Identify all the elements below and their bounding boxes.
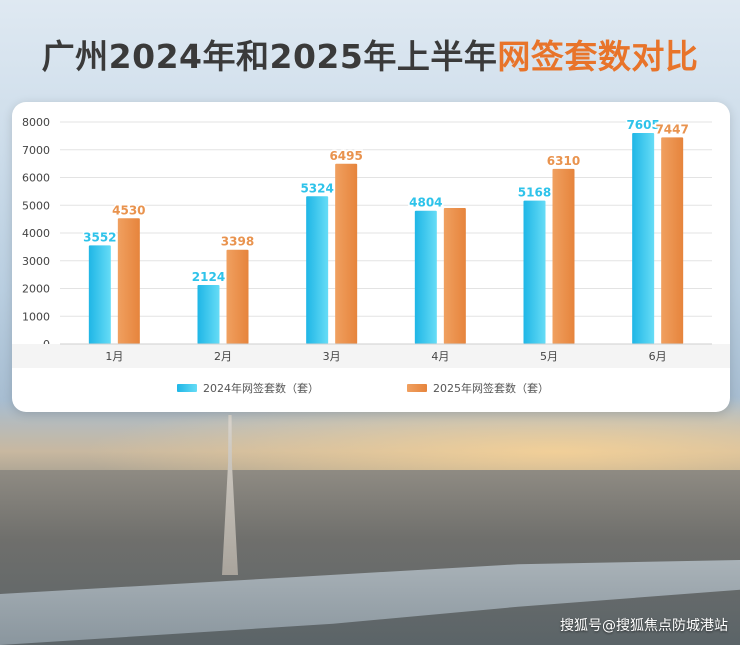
bar-2025 — [226, 249, 249, 344]
x-tick-label: 3月 — [323, 350, 341, 363]
x-tick-label: 2月 — [214, 350, 232, 363]
bar-2024 — [197, 285, 220, 344]
x-tick-label: 6月 — [649, 350, 667, 363]
data-label: 7605 — [626, 118, 659, 132]
y-tick-label: 7000 — [22, 144, 50, 157]
y-tick-label: 5000 — [22, 199, 50, 212]
data-label: 2124 — [192, 270, 225, 284]
legend-label-2025: 2025年网签套数（套） — [433, 381, 549, 395]
legend-label-2024: 2024年网签套数（套） — [203, 381, 319, 395]
y-tick-label: 2000 — [22, 283, 50, 296]
bar-2025 — [335, 163, 358, 344]
title-highlight: 网签套数对比 — [497, 37, 699, 76]
bar-2024 — [306, 196, 329, 344]
legend-swatch-2024 — [177, 384, 197, 392]
y-tick-label: 3000 — [22, 255, 50, 268]
data-label: 4804 — [409, 196, 442, 210]
page-title: 广州2024年和2025年上半年网签套数对比 — [0, 30, 740, 78]
x-tick-label: 4月 — [431, 350, 449, 363]
bar-2024 — [523, 200, 546, 344]
data-label: 4530 — [112, 203, 145, 217]
data-label: 5324 — [300, 181, 333, 195]
x-tick-label: 1月 — [105, 350, 123, 363]
watermark: 搜狐号@搜狐焦点防城港站 — [560, 618, 728, 634]
bar-2025 — [117, 218, 140, 344]
title-main: 广州2024年和2025年上半年 — [41, 37, 498, 76]
data-label: 3552 — [83, 230, 116, 244]
bar-2024 — [414, 210, 437, 344]
data-label: 6495 — [329, 149, 362, 163]
bar-2025 — [552, 168, 575, 344]
bar-chart: 3552 4530 2124 3398 5324 6495 4804 5168 6310 7605… — [12, 116, 730, 395]
data-label: 5168 — [518, 186, 551, 200]
data-label: 6310 — [547, 154, 580, 168]
legend-swatch-2025 — [407, 384, 427, 392]
y-tick-label: 1000 — [22, 310, 50, 323]
y-tick-label: 8000 — [22, 116, 50, 129]
bar-2025 — [661, 137, 684, 344]
data-label: 3398 — [221, 235, 254, 249]
chart-card: 3552 4530 2124 3398 5324 6495 4804 5168 6310 7605… — [12, 102, 730, 412]
x-tick-label: 5月 — [540, 350, 558, 363]
data-label: 7447 — [655, 122, 688, 136]
bar-2025 — [443, 208, 466, 344]
bar-2024 — [88, 245, 111, 344]
bar-2024 — [632, 132, 655, 344]
y-tick-label: 4000 — [22, 227, 50, 240]
x-axis-band — [12, 344, 730, 368]
y-tick-label: 6000 — [22, 172, 50, 185]
